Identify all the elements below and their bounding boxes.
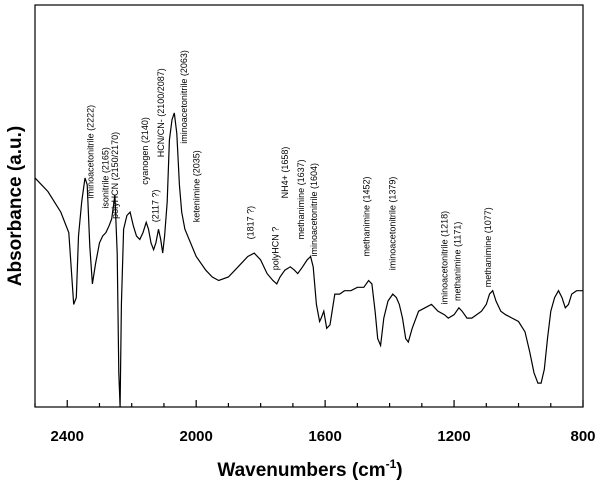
x-axis-title-main: Wavenumbers (cm bbox=[217, 460, 385, 481]
peak-annotation: iminoacetonitrile (1379) bbox=[387, 177, 397, 271]
x-axis-title-sup: -1 bbox=[386, 457, 397, 471]
peak-annotation: ketenimine (2035) bbox=[191, 150, 201, 222]
x-tick-label: 1200 bbox=[437, 428, 470, 445]
peak-annotation: NH4+ (1658) bbox=[280, 147, 290, 199]
peak-annotation: methanimine (1077) bbox=[483, 207, 493, 287]
x-tick-label: 1600 bbox=[308, 428, 341, 445]
x-tick-label: 2000 bbox=[179, 428, 212, 445]
peak-annotation: iminoacetonitrile (1218) bbox=[440, 211, 450, 305]
peak-annotation: isonitrile (2165) bbox=[101, 147, 111, 209]
peak-annotation: iminoacetonitrile (2222) bbox=[86, 105, 96, 199]
x-tick-label: 2400 bbox=[51, 428, 84, 445]
peak-annotation: (2117 ?) bbox=[151, 189, 161, 222]
y-axis-title: Absorbance (a.u.) bbox=[5, 126, 26, 286]
x-axis-title: Wavenumbers (cm-1) bbox=[217, 457, 402, 481]
peak-annotation: cyanogen (2140) bbox=[140, 117, 150, 185]
plot-frame bbox=[34, 4, 584, 408]
spectrum-line bbox=[34, 112, 583, 408]
peak-annotation: iminoacetonitrile (1604) bbox=[309, 163, 319, 257]
peak-annotation: methanimine (1452) bbox=[362, 176, 372, 256]
x-tick-label: 800 bbox=[570, 428, 595, 445]
x-axis-title-close: ) bbox=[396, 460, 402, 481]
peak-annotation: polyHCN ? bbox=[270, 227, 280, 271]
peak-annotation: methanimine (1637) bbox=[296, 159, 306, 239]
peak-annotation: polyHCN (2150/2170) bbox=[110, 132, 120, 219]
peak-annotation: HCN/CN- (2100/2087) bbox=[156, 68, 166, 157]
peak-annotation: iminoacetonitrile (2063) bbox=[179, 50, 189, 144]
peak-annotation: methanimine (1171) bbox=[453, 222, 463, 301]
peak-annotation: (1817 ?) bbox=[246, 206, 256, 240]
